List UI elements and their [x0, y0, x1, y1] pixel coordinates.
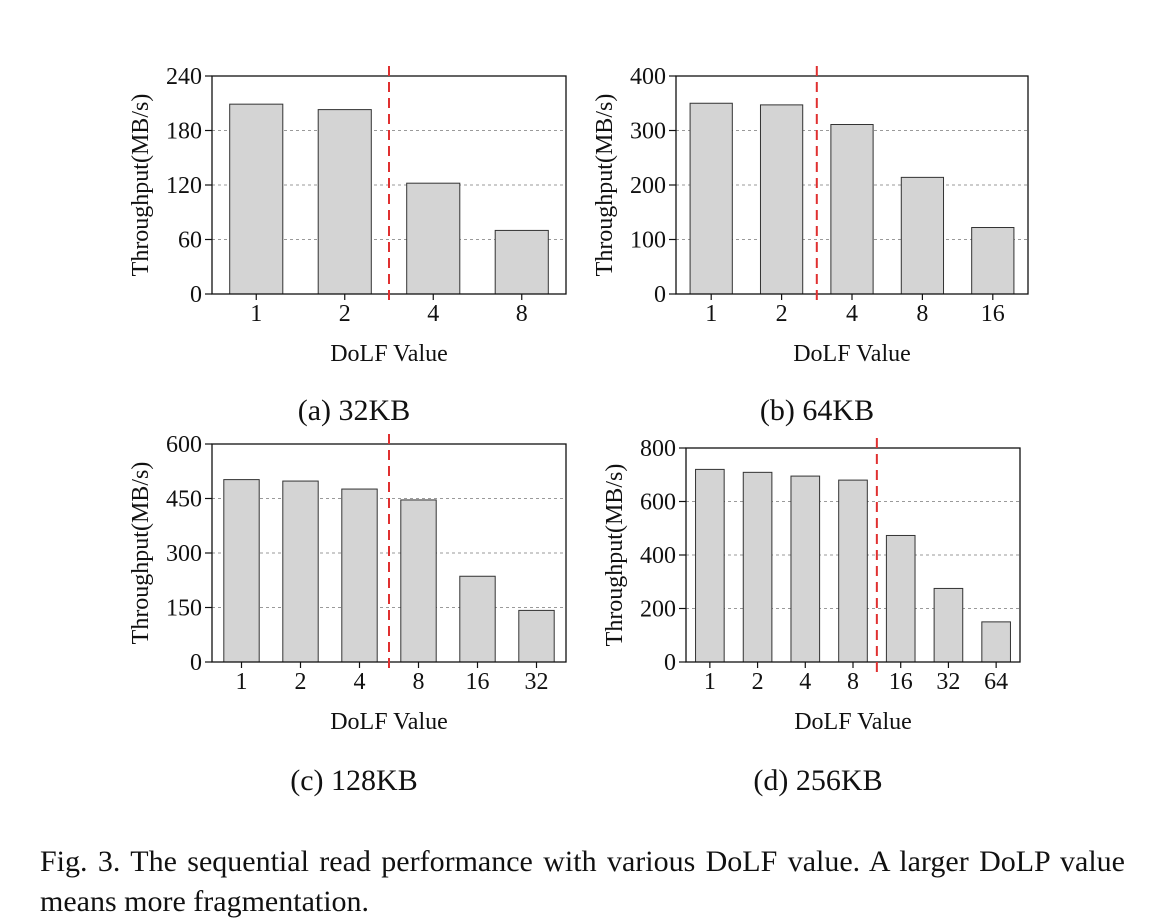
y-tick-label: 600	[166, 432, 202, 458]
y-tick-label: 0	[190, 282, 202, 308]
y-tick-label: 400	[630, 64, 666, 90]
bar	[830, 124, 874, 295]
x-tick-label: 2	[752, 669, 764, 695]
x-tick-label: 2	[295, 669, 307, 695]
bar	[341, 488, 378, 663]
x-axis-label: DoLF Value	[794, 709, 912, 735]
bar	[223, 479, 260, 663]
x-tick-label: 16	[981, 301, 1005, 327]
x-tick-label: 8	[516, 301, 528, 327]
y-tick-label: 150	[166, 596, 202, 622]
y-tick-label: 0	[190, 650, 202, 676]
y-tick-label: 300	[630, 119, 666, 145]
subcaption: (d) 256KB	[753, 764, 882, 797]
x-tick-label: 1	[250, 301, 262, 327]
bar	[229, 103, 284, 295]
x-tick-label: 32	[525, 669, 549, 695]
y-axis-label: Throughput(MB/s)	[128, 94, 154, 277]
bar	[971, 227, 1015, 295]
x-tick-label: 2	[339, 301, 351, 327]
bar	[689, 102, 733, 295]
y-tick-label: 200	[630, 173, 666, 199]
x-tick-label: 1	[704, 669, 716, 695]
bar	[933, 587, 964, 663]
figure-caption: Fig. 3. The sequential read performance …	[40, 842, 1125, 922]
bar	[406, 182, 461, 295]
y-tick-label: 400	[640, 543, 676, 569]
y-axis-label: Throughput(MB/s)	[128, 462, 154, 645]
bar	[518, 609, 555, 663]
y-tick-label: 120	[166, 173, 202, 199]
y-tick-label: 450	[166, 487, 202, 513]
bar	[838, 479, 868, 663]
chart-panel-3: 0 150 300 450 600 1 2 4 8 16 32 DoLF Value Throughpu…	[128, 432, 567, 797]
figure-caption-text: The sequential read performance with var…	[40, 845, 1133, 918]
y-tick-label: 800	[640, 436, 676, 462]
x-tick-label: 4	[846, 301, 858, 327]
x-tick-label: 16	[466, 669, 490, 695]
subcaption: (a) 32KB	[298, 394, 410, 427]
x-tick-label: 8	[916, 301, 928, 327]
figure-caption-label: Fig. 3.	[40, 845, 121, 878]
chart-panel-2: 0 100 200 300 400 1 2 4 8 16 DoLF Value Throughput(…	[592, 64, 1029, 427]
bar	[494, 229, 549, 295]
x-tick-label: 4	[799, 669, 811, 695]
bar	[790, 475, 821, 663]
bar	[742, 471, 773, 663]
y-tick-label: 0	[654, 282, 666, 308]
bar	[317, 109, 372, 295]
x-axis-label: DoLF Value	[330, 709, 448, 735]
y-tick-label: 300	[166, 541, 202, 567]
y-axis-label: Throughput(MB/s)	[602, 464, 628, 647]
plot-frame	[675, 75, 1029, 295]
bar	[900, 176, 945, 295]
x-tick-label: 2	[776, 301, 788, 327]
bar	[981, 621, 1011, 663]
x-tick-label: 8	[847, 669, 859, 695]
bar	[759, 104, 804, 295]
y-tick-label: 200	[640, 597, 676, 623]
x-tick-label: 1	[236, 669, 248, 695]
y-tick-label: 0	[664, 650, 676, 676]
x-tick-label: 4	[427, 301, 439, 327]
bar	[885, 534, 916, 663]
y-tick-label: 600	[640, 490, 676, 516]
y-tick-label: 60	[178, 228, 202, 254]
bar	[400, 499, 437, 663]
x-tick-label: 32	[936, 669, 960, 695]
bar	[459, 575, 496, 663]
bar	[282, 480, 319, 663]
y-tick-label: 240	[166, 64, 202, 90]
x-tick-label: 16	[889, 669, 913, 695]
x-axis-label: DoLF Value	[793, 341, 911, 367]
x-tick-label: 64	[984, 669, 1008, 695]
plot-frame	[685, 447, 1021, 663]
subcaption: (b) 64KB	[760, 394, 874, 427]
x-tick-label: 4	[354, 669, 366, 695]
x-tick-label: 1	[705, 301, 717, 327]
x-axis-label: DoLF Value	[330, 341, 448, 367]
y-tick-label: 100	[630, 228, 666, 254]
y-axis-label: Throughput(MB/s)	[592, 94, 618, 277]
chart-panel-4: 0 200 400 600 800 1 2 4 8 16 32 64 DoLF Value Through…	[602, 436, 1021, 797]
bar	[695, 468, 725, 663]
subcaption: (c) 128KB	[290, 764, 417, 797]
chart-panel-1: 0 60 120 180 240 1 2 4 8 DoLF Value Throughput(MB/…	[128, 64, 567, 427]
y-tick-label: 180	[166, 119, 202, 145]
x-tick-label: 8	[413, 669, 425, 695]
